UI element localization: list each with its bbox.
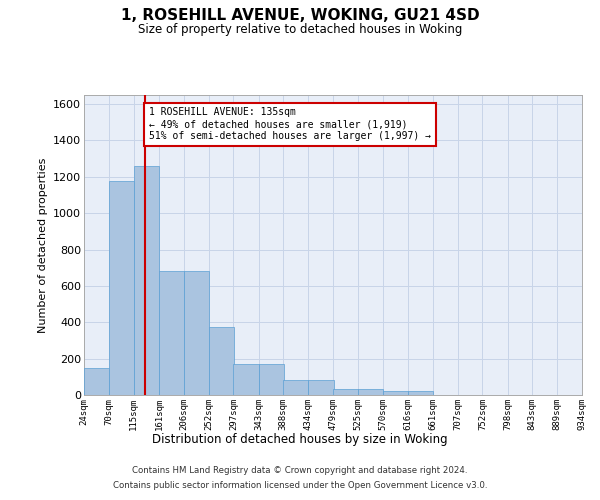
- Bar: [109, 182, 134, 395]
- Text: Contains HM Land Registry data © Crown copyright and database right 2024.: Contains HM Land Registry data © Crown c…: [132, 466, 468, 475]
- Text: 1 ROSEHILL AVENUE: 135sqm
← 49% of detached houses are smaller (1,919)
51% of se: 1 ROSEHILL AVENUE: 135sqm ← 49% of detac…: [149, 108, 431, 140]
- Text: Contains public sector information licensed under the Open Government Licence v3: Contains public sector information licen…: [113, 481, 487, 490]
- Text: Distribution of detached houses by size in Woking: Distribution of detached houses by size …: [152, 432, 448, 446]
- Bar: [134, 166, 159, 395]
- Bar: [84, 368, 109, 395]
- Text: Size of property relative to detached houses in Woking: Size of property relative to detached ho…: [138, 22, 462, 36]
- Bar: [333, 388, 358, 395]
- Bar: [308, 380, 334, 395]
- Bar: [209, 327, 234, 395]
- Bar: [259, 364, 284, 395]
- Bar: [233, 364, 259, 395]
- Bar: [408, 392, 433, 395]
- Bar: [184, 272, 209, 395]
- Bar: [383, 392, 408, 395]
- Text: 1, ROSEHILL AVENUE, WOKING, GU21 4SD: 1, ROSEHILL AVENUE, WOKING, GU21 4SD: [121, 8, 479, 22]
- Bar: [283, 380, 308, 395]
- Bar: [358, 388, 383, 395]
- Bar: [159, 272, 184, 395]
- Y-axis label: Number of detached properties: Number of detached properties: [38, 158, 47, 332]
